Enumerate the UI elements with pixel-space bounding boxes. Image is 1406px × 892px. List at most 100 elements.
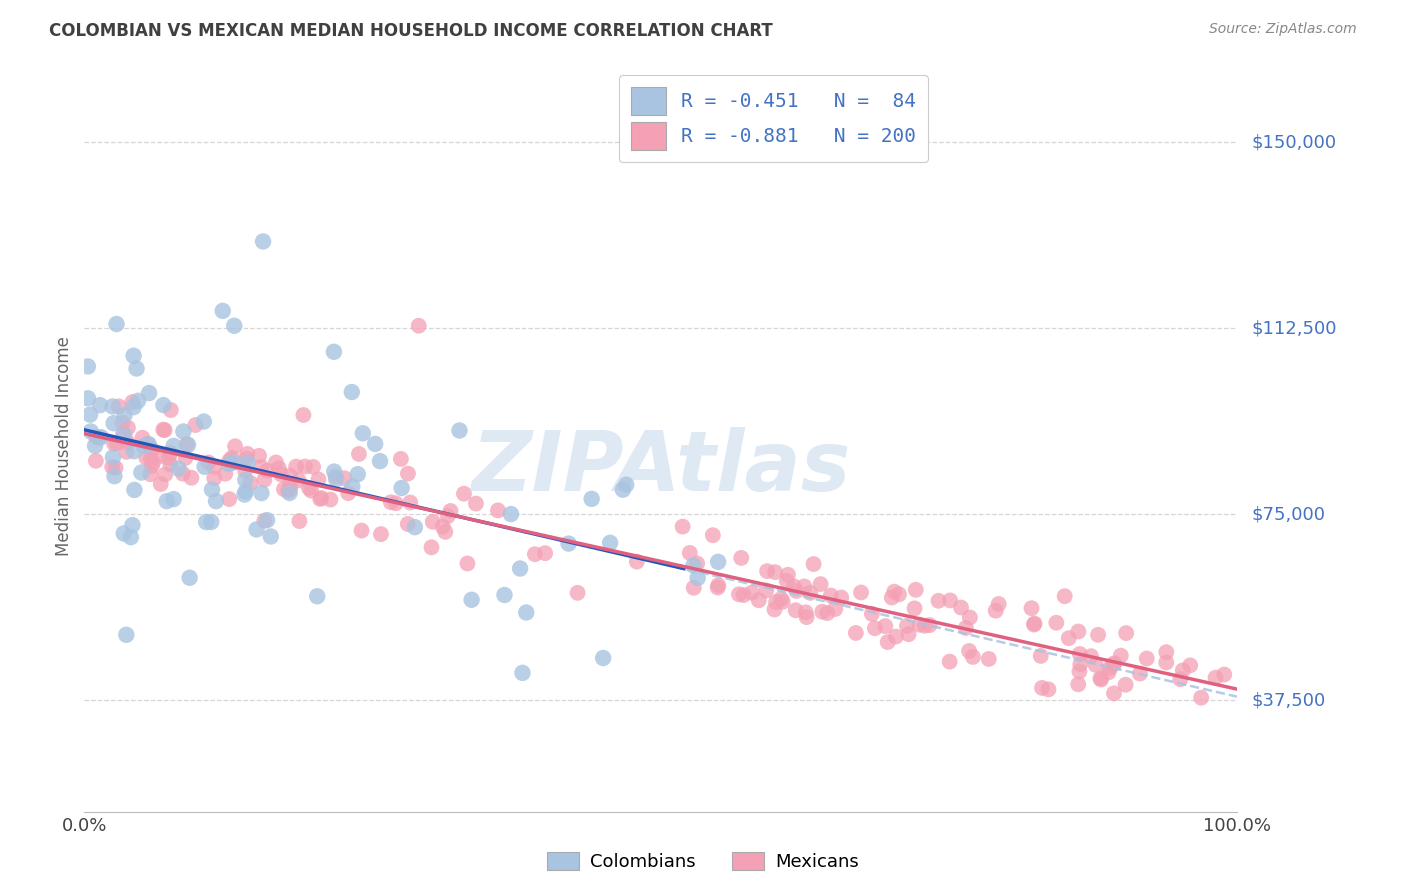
Point	[101, 459, 124, 474]
Point	[927, 593, 949, 607]
Point	[1057, 631, 1080, 645]
Point	[399, 495, 422, 509]
Point	[755, 583, 778, 598]
Point	[256, 464, 278, 478]
Point	[252, 235, 274, 249]
Point	[138, 386, 160, 401]
Point	[785, 603, 807, 617]
Point	[1069, 657, 1091, 672]
Point	[770, 591, 793, 606]
Point	[863, 621, 886, 635]
Point	[391, 481, 413, 495]
Point	[977, 652, 1000, 666]
Point	[340, 384, 363, 399]
Point	[987, 597, 1010, 611]
Point	[195, 515, 218, 529]
Point	[180, 471, 202, 485]
Point	[494, 588, 516, 602]
Point	[172, 425, 194, 439]
Point	[264, 455, 287, 469]
Point	[235, 451, 257, 466]
Point	[162, 439, 184, 453]
Legend: R = -0.451   N =  84, R = -0.881   N = 200: R = -0.451 N = 84, R = -0.881 N = 200	[619, 75, 928, 161]
Point	[908, 617, 931, 632]
Point	[1021, 601, 1043, 615]
Point	[122, 444, 145, 458]
Point	[167, 461, 190, 475]
Point	[706, 581, 728, 595]
Point	[221, 450, 243, 465]
Point	[614, 477, 637, 491]
Point	[1180, 658, 1202, 673]
Point	[111, 416, 134, 430]
Point	[233, 473, 256, 487]
Point	[679, 546, 702, 560]
Point	[211, 304, 233, 318]
Point	[557, 536, 579, 550]
Point	[157, 451, 180, 466]
Point	[672, 519, 695, 533]
Point	[250, 486, 273, 500]
Point	[515, 606, 537, 620]
Point	[785, 583, 807, 598]
Point	[830, 591, 852, 605]
Point	[408, 318, 430, 333]
Point	[131, 466, 153, 480]
Point	[311, 491, 333, 505]
Point	[177, 438, 200, 452]
Point	[202, 459, 225, 474]
Point	[453, 486, 475, 500]
Point	[121, 518, 143, 533]
Point	[112, 426, 135, 441]
Point	[794, 606, 817, 620]
Point	[581, 491, 603, 506]
Point	[799, 586, 821, 600]
Point	[152, 398, 174, 412]
Point	[200, 515, 222, 529]
Point	[896, 619, 918, 633]
Point	[294, 459, 316, 474]
Point	[955, 621, 977, 635]
Point	[135, 450, 157, 465]
Point	[278, 482, 301, 496]
Point	[686, 557, 709, 571]
Text: $150,000: $150,000	[1251, 133, 1336, 152]
Point	[1069, 647, 1091, 661]
Point	[176, 437, 198, 451]
Point	[464, 497, 486, 511]
Point	[1084, 657, 1107, 672]
Point	[1099, 661, 1122, 675]
Point	[938, 655, 960, 669]
Point	[756, 564, 779, 578]
Point	[105, 436, 128, 450]
Point	[233, 463, 256, 477]
Point	[127, 393, 149, 408]
Point	[103, 469, 125, 483]
Point	[1067, 624, 1090, 639]
Point	[957, 644, 980, 658]
Point	[686, 571, 709, 585]
Point	[250, 459, 273, 474]
Point	[174, 450, 197, 465]
Point	[160, 403, 183, 417]
Point	[197, 455, 219, 469]
Point	[159, 446, 181, 460]
Point	[404, 520, 426, 534]
Point	[820, 589, 842, 603]
Point	[796, 610, 818, 624]
Point	[499, 507, 522, 521]
Point	[880, 591, 903, 605]
Point	[1031, 681, 1053, 695]
Point	[783, 579, 806, 593]
Point	[352, 426, 374, 441]
Point	[815, 606, 838, 620]
Point	[101, 450, 124, 465]
Point	[342, 480, 364, 494]
Point	[288, 514, 311, 528]
Point	[253, 473, 276, 487]
Point	[117, 421, 139, 435]
Point	[80, 425, 103, 439]
Point	[278, 478, 301, 492]
Point	[194, 459, 217, 474]
Point	[141, 459, 163, 474]
